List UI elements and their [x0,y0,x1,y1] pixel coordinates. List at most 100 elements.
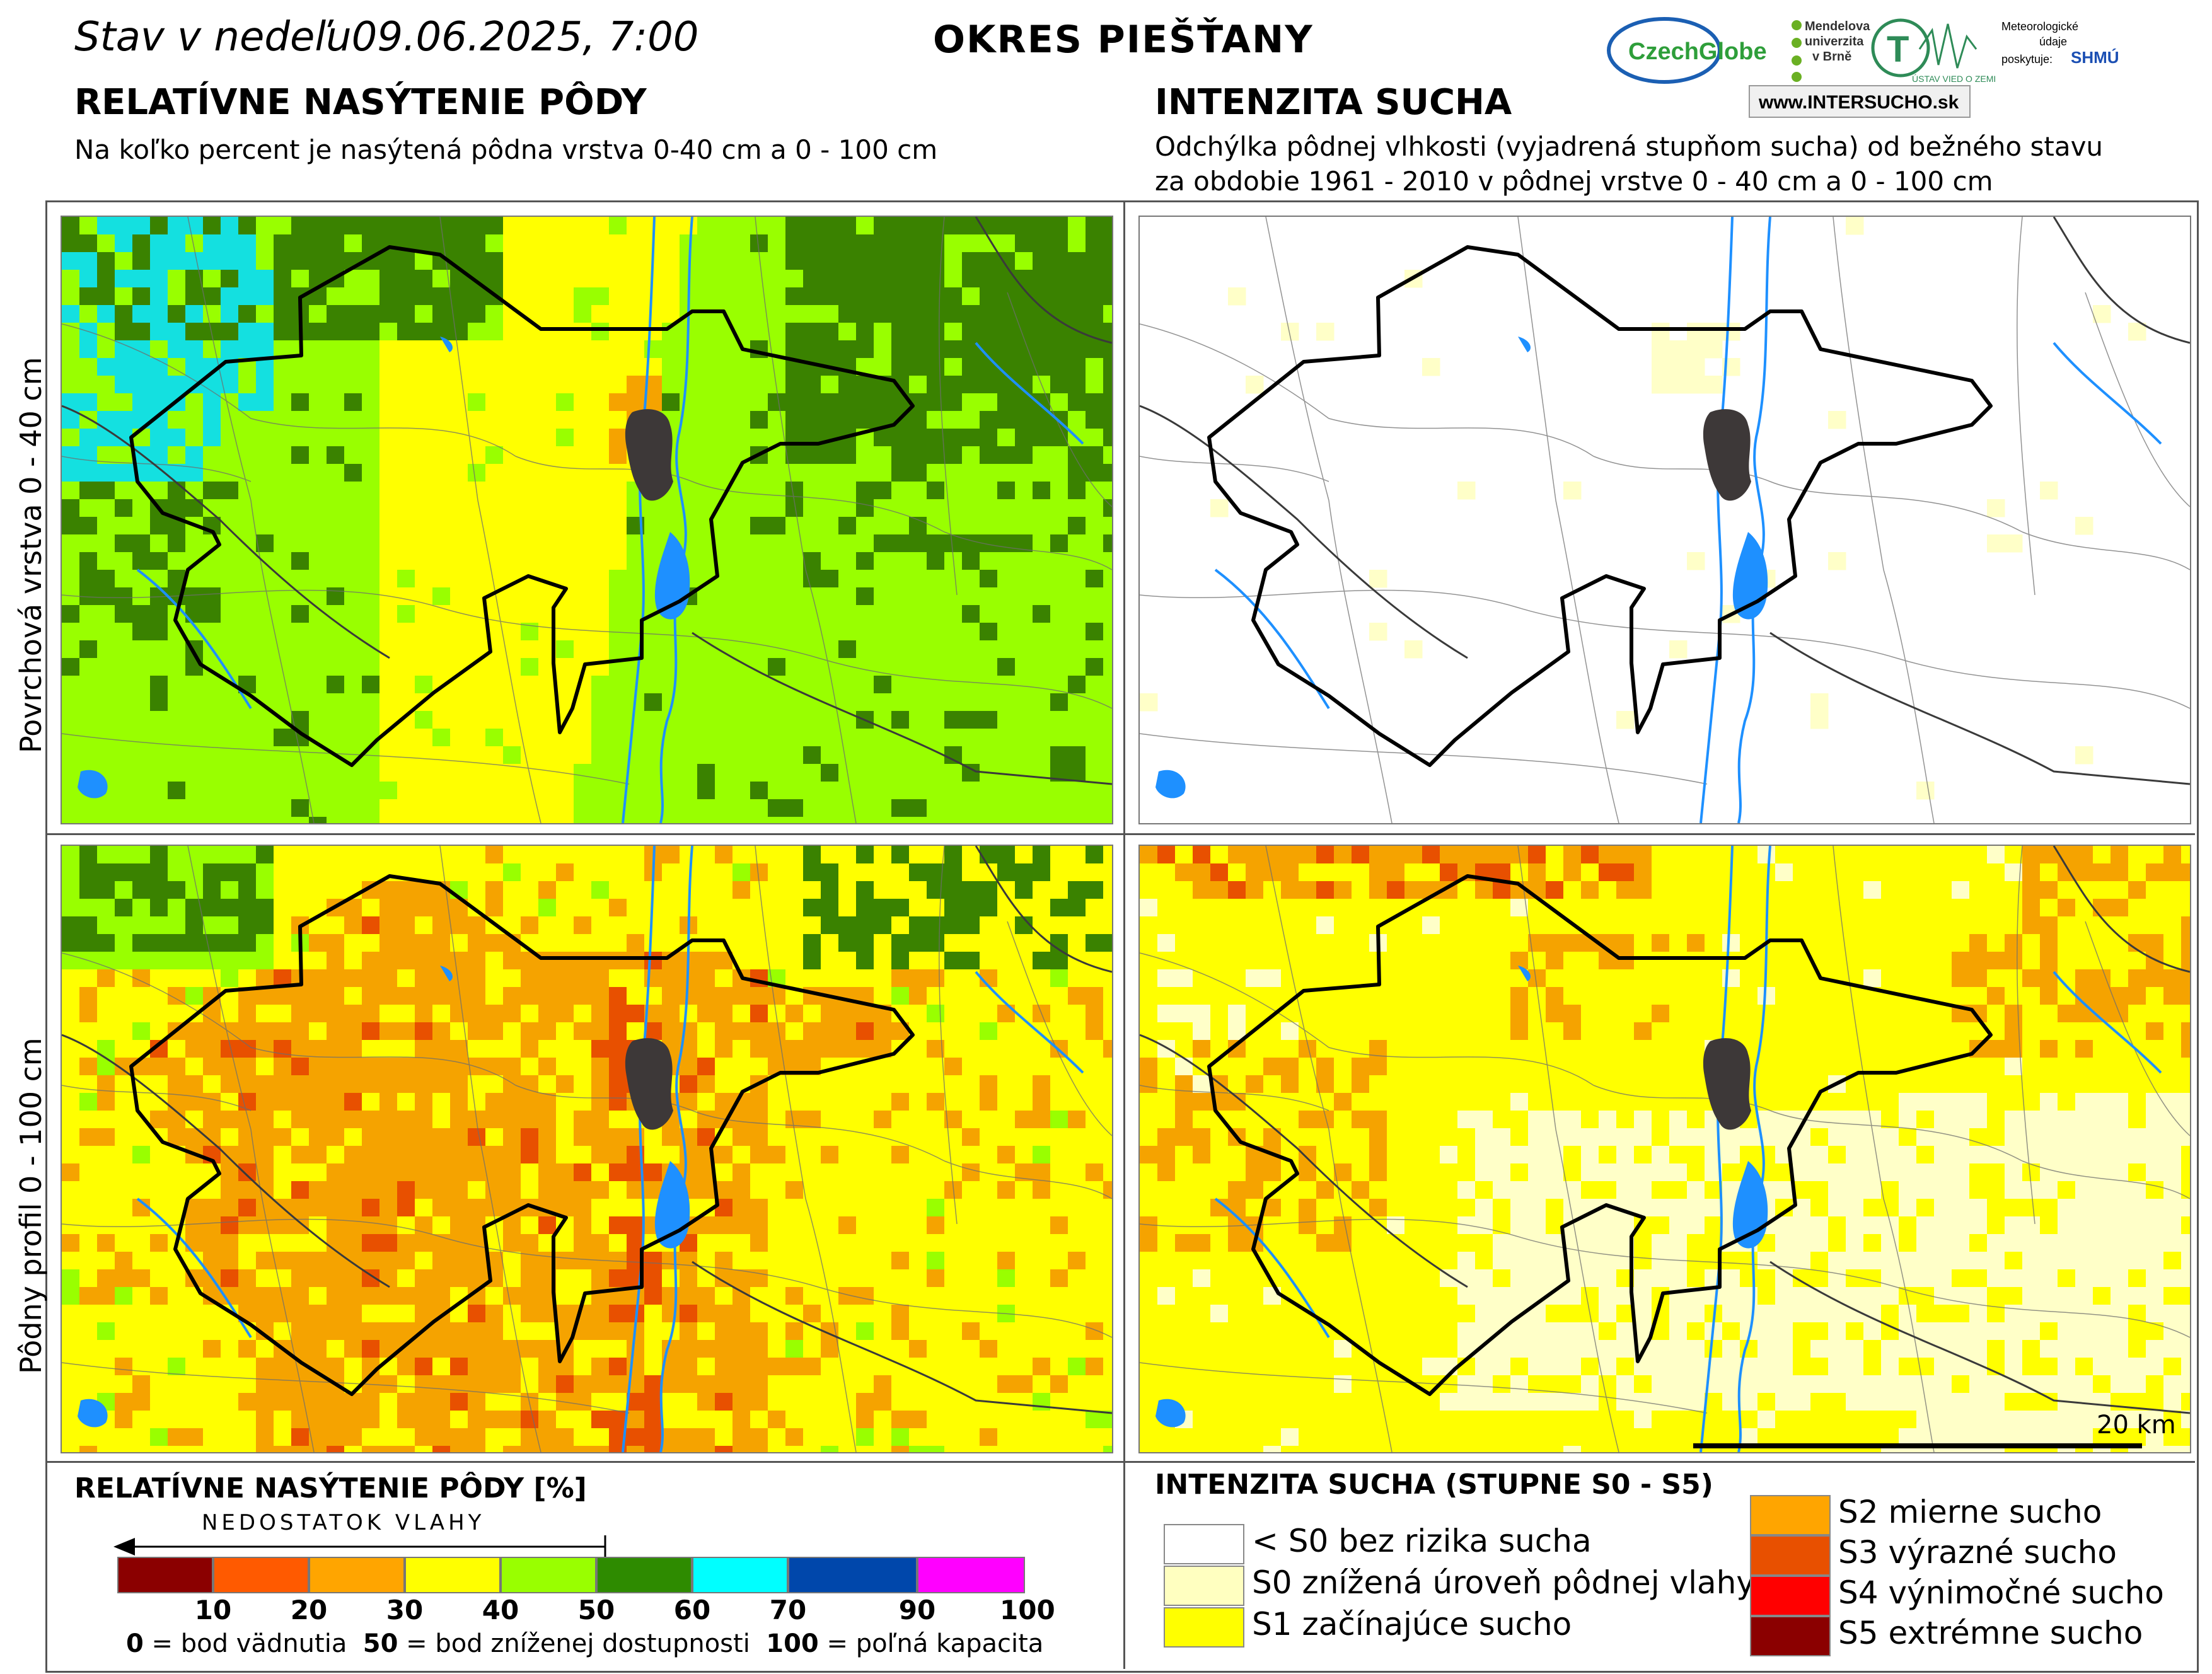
raster-cell [803,623,821,641]
raster-cell [344,987,362,1005]
raster-cell [768,1128,786,1146]
raster-cell [1015,729,1033,747]
raster-cell [715,1040,733,1058]
raster-cell [1846,217,1864,235]
raster-cell [944,1393,963,1411]
raster-cell [1334,934,1352,952]
raster-cell [1775,846,1793,864]
raster-cell [1103,1358,1112,1376]
raster-cell [944,1411,963,1429]
raster-cell [1740,916,1758,935]
river-channel [622,217,656,823]
raster-cell [697,1287,715,1305]
raster-cell [680,1411,698,1429]
raster-cell [79,570,98,588]
raster-cell [468,393,486,412]
raster-cell [874,676,892,694]
raster-cell [591,640,610,659]
lake-sleza-zeny [1732,532,1768,620]
raster-cell [891,623,910,641]
raster-cell [609,393,627,412]
raster-cell [574,411,592,429]
raster-cell [1528,969,1546,988]
raster-cell [609,587,627,606]
raster-cell [1528,916,1546,935]
raster-cell [1299,899,1317,917]
raster-cell [62,376,80,394]
raster-cell [785,881,804,899]
raster-cell [415,411,433,429]
raster-cell [980,1146,998,1164]
raster-cell [485,1128,504,1146]
raster-cell [538,464,557,482]
raster-cell [750,1322,768,1341]
raster-cell [150,1234,168,1252]
raster-cell [591,1163,610,1182]
raster-cell [344,1305,362,1323]
raster-cell [874,1163,892,1182]
raster-cell [238,605,257,623]
raster-cell [874,881,892,899]
raster-cell [309,1411,327,1429]
raster-cell [450,534,468,553]
raster-cell [768,411,786,429]
raster-cell [1033,234,1051,253]
raster-cell [944,446,963,465]
raster-cell [556,482,574,500]
raster-cell [538,499,557,517]
raster-cell [662,1305,680,1323]
raster-cell [1493,846,1511,864]
raster-cell [79,1005,98,1023]
raster-cell [115,1322,133,1341]
raster-cell [521,863,539,882]
raster-cell [591,1075,610,1094]
raster-cell [79,270,98,288]
raster-cell [538,1040,557,1058]
raster-cell [503,1216,521,1235]
raster-cell [256,746,274,765]
raster-cell [309,482,327,500]
raster-cell [680,1075,698,1094]
raster-cell [838,464,857,482]
raster-cell [521,376,539,394]
raster-cell [1422,969,1440,988]
raster-cell [468,1322,486,1341]
raster-cell [874,534,892,553]
raster-cell [79,623,98,641]
raster-cell [909,1393,927,1411]
raster-cell [1068,817,1086,823]
raster-cell [1987,916,2005,935]
raster-cell [785,782,804,800]
raster-cell [1299,916,1317,935]
raster-cell [997,1022,1016,1041]
raster-cell [538,881,557,899]
raster-cell [2005,899,2023,917]
raster-cell [379,1058,398,1076]
raster-cell [1103,987,1112,1005]
raster-cell [415,969,433,988]
raster-cell [362,1022,380,1041]
raster-cell [115,1358,133,1376]
raster-cell [432,1022,451,1041]
raster-cell [432,1411,451,1429]
raster-cell [256,1146,274,1164]
raster-cell [821,934,839,952]
raster-cell [556,1181,574,1199]
raster-cell [256,287,274,306]
raster-cell [1740,881,1758,899]
raster-cell [397,881,415,899]
raster-cell [1086,305,1104,323]
raster-cell [909,863,927,882]
raster-cell [379,1128,398,1146]
raster-cell [327,1040,345,1058]
raster-cell [733,1375,751,1394]
raster-cell [909,969,927,988]
raster-cell [927,1181,945,1199]
raster-cell [344,587,362,606]
raster-cell [468,358,486,376]
raster-cell [715,1216,733,1235]
raster-cell [803,952,821,970]
raster-cell [1352,863,1370,882]
regional-boundary [1140,405,1468,659]
raster-cell [221,587,239,606]
